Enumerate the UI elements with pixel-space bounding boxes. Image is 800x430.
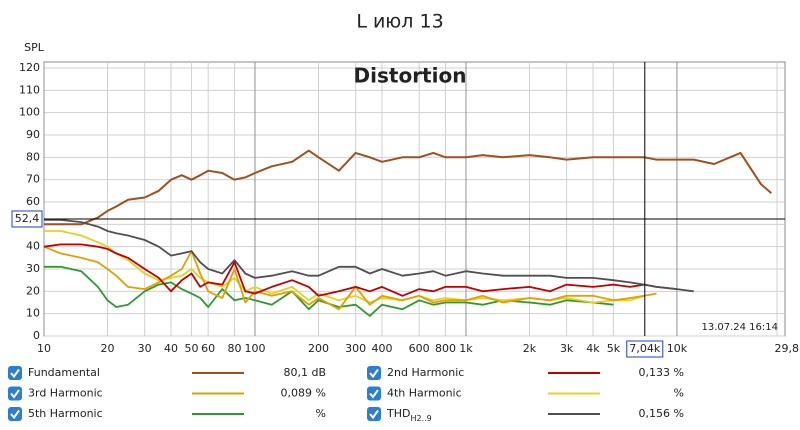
legend-readout: 0,133 %: [639, 366, 684, 379]
x-tick-label: 2k: [523, 342, 537, 355]
series-line: [44, 219, 694, 293]
legend-label-subscript: H2..9: [410, 414, 431, 423]
checkbox[interactable]: [8, 386, 22, 401]
y-tick-label: 0: [33, 329, 40, 342]
x-tick-label: 80: [228, 342, 242, 355]
x-tick-label: 40: [164, 342, 178, 355]
x-tick-label: 50: [184, 342, 198, 355]
y-tick-label: 80: [26, 150, 40, 163]
y-tick-label: 40: [26, 240, 40, 253]
window-title: L июл 13: [356, 11, 443, 33]
plot: 0102030405060708090100110120102030405060…: [11, 61, 800, 358]
legend-label-text: 2nd Harmonic: [387, 366, 464, 379]
x-tick-label: 800: [435, 342, 456, 355]
legend-label: 4th Harmonic: [387, 387, 462, 400]
legend-readout: 0,156 %: [639, 407, 684, 420]
x-tick-label: 4k: [586, 342, 600, 355]
series-line: [43, 245, 657, 311]
checkmark: [369, 409, 379, 420]
legend-readout: %: [674, 387, 684, 400]
legend-label-text: Fundamental: [28, 366, 100, 379]
cursor-y-label: 52,4: [15, 212, 40, 225]
y-tick-label: 110: [19, 83, 40, 96]
y-tick-label: 30: [26, 262, 40, 275]
legend-entry: THDH2..9 0,156 %: [367, 407, 684, 423]
legend-label: 2nd Harmonic: [387, 366, 464, 379]
checkmark: [369, 389, 379, 399]
checkmark: [10, 368, 20, 379]
x-tick-label: 600: [409, 342, 430, 355]
x-tick-label: 10: [37, 342, 51, 355]
x-tick-label: 20: [101, 342, 115, 355]
checkbox[interactable]: [367, 386, 381, 401]
legend-entry: 5th Harmonic%: [8, 407, 326, 421]
series-line: [44, 230, 645, 304]
x-tick-label: 200: [308, 342, 329, 355]
checkbox[interactable]: [8, 366, 22, 380]
x-tick-label: 400: [372, 342, 393, 355]
legend-entry: 2nd Harmonic 0,133 %: [367, 366, 684, 380]
legend-readout: 80,1 dB: [283, 366, 326, 379]
cursor-x-box: [626, 340, 664, 358]
checkmark: [369, 368, 379, 379]
y-tick-label: 20: [26, 284, 40, 297]
checkmark: [10, 409, 20, 420]
y-tick-label: 10: [26, 307, 40, 320]
checkbox[interactable]: [367, 366, 381, 380]
legend-label-text: 4th Harmonic: [387, 387, 462, 400]
cursor-x-label: 7,04k: [629, 342, 660, 355]
legend-label: 5th Harmonic: [28, 407, 103, 420]
y-tick-label: 100: [19, 106, 40, 119]
legend: Fundamental 80,1 dB 2nd Harmonic 0,133 % 3rd…: [8, 366, 684, 423]
x-tick-label: 5k: [607, 342, 621, 355]
checkbox[interactable]: [8, 407, 22, 421]
timestamp: 13.07.24 16:14: [701, 322, 778, 333]
legend-entry: 4th Harmonic%: [367, 386, 684, 401]
series-line: [44, 149, 772, 226]
legend-entry: Fundamental 80,1 dB: [8, 366, 326, 380]
legend-readout: 0,089 %: [281, 387, 326, 400]
x-tick-label: 3k: [560, 342, 574, 355]
x-tick-label: 30: [138, 342, 152, 355]
legend-label: 3rd Harmonic: [28, 387, 103, 400]
x-tick-label: 300: [345, 342, 366, 355]
series-line: [44, 265, 614, 317]
chart-title: Distortion: [354, 64, 467, 88]
y-tick-label: 70: [26, 173, 40, 186]
cursor-y-box: [11, 210, 43, 228]
legend-label-text: 3rd Harmonic: [28, 387, 103, 400]
legend-label: Fundamental: [28, 366, 100, 379]
x-tick-label: 60: [201, 342, 215, 355]
checkbox[interactable]: [367, 407, 381, 421]
legend-label-text: 5th Harmonic: [28, 407, 103, 420]
legend-label: THDH2..9: [386, 407, 432, 423]
x-tick-label: 29,8kHz: [775, 342, 800, 355]
x-tick-label: 10k: [667, 342, 688, 355]
y-tick-label: 120: [19, 61, 40, 74]
legend-label-text: THD: [386, 407, 410, 420]
y-tick-label: 90: [26, 128, 40, 141]
checkmark: [10, 389, 20, 399]
x-tick-label: 1k: [459, 342, 473, 355]
plot-frame: [43, 61, 786, 337]
legend-entry: 3rd Harmonic 0,089 %: [8, 386, 326, 401]
series-line: [43, 243, 677, 297]
x-tick-label: 100: [244, 342, 265, 355]
y-tick-label: 60: [26, 195, 40, 208]
legend-readout: %: [316, 407, 326, 420]
y-axis-label: SPL: [24, 41, 45, 54]
